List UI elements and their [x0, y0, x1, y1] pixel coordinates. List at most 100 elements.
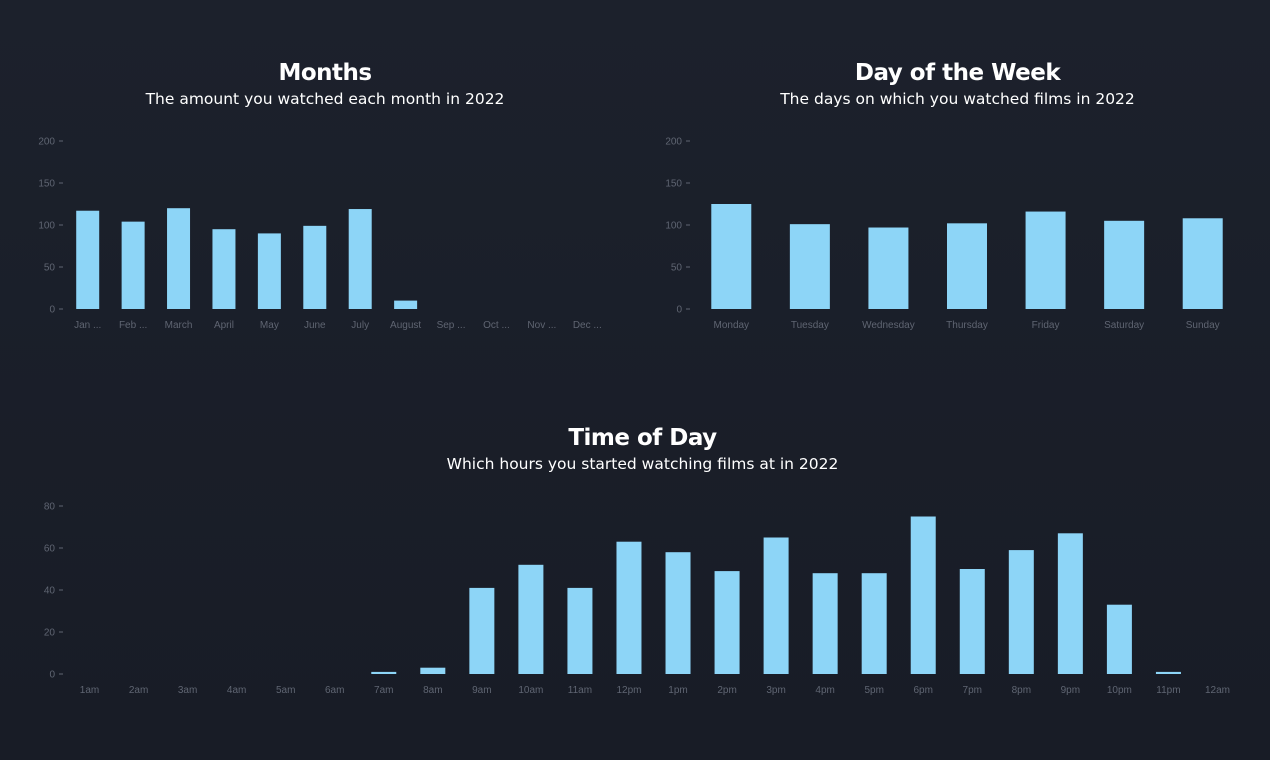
hour-y-tick-label: 20 [44, 628, 56, 639]
hour-bar[interactable] [518, 564, 544, 674]
time-of-day-chart-subtitle: Which hours you started watching films a… [446, 455, 839, 473]
hour-x-tick-label: 2am [129, 685, 148, 696]
hour-y-tick-label: 60 [44, 544, 56, 555]
weekday-x-tick-label: Thursday [946, 320, 988, 331]
months-bar[interactable] [257, 233, 281, 309]
months-bar[interactable] [212, 229, 236, 309]
months-x-tick-label: Jan ... [74, 320, 101, 331]
hour-x-tick-label: 12pm [616, 685, 641, 696]
months-bar[interactable] [394, 300, 418, 309]
hour-y-tick-label: 40 [44, 586, 56, 597]
weekday-x-tick-label: Sunday [1186, 320, 1220, 331]
hour-bar[interactable] [1008, 550, 1034, 674]
months-x-tick-label: Sep ... [437, 320, 466, 331]
hour-bar[interactable] [567, 587, 593, 674]
hour-x-tick-label: 3pm [766, 685, 785, 696]
months-x-tick-label: July [351, 320, 369, 331]
months-bar[interactable] [303, 225, 327, 309]
weekday-bar[interactable] [1025, 211, 1066, 309]
months-x-tick-label: August [390, 320, 421, 331]
weekday-x-tick-label: Tuesday [791, 320, 829, 331]
months-x-tick-label: March [165, 320, 193, 331]
hour-x-tick-label: 10am [518, 685, 543, 696]
months-x-tick-label: April [214, 320, 234, 331]
months-y-tick-label: 150 [38, 179, 55, 190]
months-x-tick-label: Oct ... [483, 320, 510, 331]
months-x-tick-label: Feb ... [119, 320, 147, 331]
hour-x-tick-label: 7pm [963, 685, 982, 696]
hour-x-tick-label: 12am [1205, 685, 1230, 696]
weekday-bar[interactable] [789, 224, 830, 309]
time-of-day-chart-title: Time of Day [568, 425, 717, 451]
weekday-y-tick-label: 100 [665, 221, 682, 232]
months-chart-panel: Months The amount you watched each month… [30, 58, 620, 348]
hour-y-tick-label: 0 [49, 670, 55, 681]
months-y-tick-label: 200 [38, 137, 55, 148]
hour-x-tick-label: 8am [423, 685, 442, 696]
weekday-bar[interactable] [868, 227, 909, 309]
hour-bar[interactable] [714, 571, 740, 674]
hour-x-tick-label: 11pm [1156, 685, 1180, 696]
months-bar[interactable] [76, 210, 100, 309]
hour-x-tick-label: 11am [568, 685, 592, 696]
hour-x-tick-label: 4am [227, 685, 246, 696]
hour-bar[interactable] [1057, 533, 1083, 674]
hour-x-tick-label: 2pm [717, 685, 736, 696]
weekday-x-tick-label: Saturday [1104, 320, 1144, 331]
weekday-chart-subtitle: The days on which you watched films in 2… [780, 90, 1135, 108]
months-bar[interactable] [348, 209, 372, 309]
hour-x-tick-label: 1pm [668, 685, 687, 696]
hour-x-tick-label: 9pm [1061, 685, 1080, 696]
hour-bar[interactable] [1155, 671, 1181, 674]
weekday-bar[interactable] [711, 204, 752, 309]
weekday-y-tick-label: 0 [676, 305, 682, 316]
hour-x-tick-label: 7am [374, 685, 393, 696]
weekday-chart-title: Day of the Week [854, 60, 1061, 86]
weekday-bar[interactable] [1182, 218, 1223, 309]
weekday-x-tick-label: Friday [1032, 320, 1060, 331]
months-y-tick-label: 50 [44, 263, 56, 274]
weekday-x-tick-label: Monday [713, 320, 749, 331]
hour-x-tick-label: 4pm [815, 685, 834, 696]
time-of-day-chart-panel: Time of Day Which hours you started watc… [30, 423, 1255, 713]
hour-x-tick-label: 9am [472, 685, 491, 696]
weekday-chart-panel: Day of the Week The days on which you wa… [660, 58, 1255, 348]
hour-bar[interactable] [616, 541, 642, 674]
months-x-tick-label: Nov ... [527, 320, 556, 331]
weekday-x-tick-label: Wednesday [862, 320, 915, 331]
hour-x-tick-label: 3am [178, 685, 197, 696]
hour-bar[interactable] [371, 671, 397, 674]
months-chart-subtitle: The amount you watched each month in 202… [145, 90, 505, 108]
hour-bar[interactable] [763, 537, 789, 675]
hour-x-tick-label: 5am [276, 685, 295, 696]
months-y-tick-label: 100 [38, 221, 55, 232]
weekday-y-tick-label: 50 [671, 263, 683, 274]
weekday-y-tick-label: 200 [665, 137, 682, 148]
weekday-y-tick-label: 150 [665, 179, 682, 190]
months-x-tick-label: Dec ... [573, 320, 602, 331]
hour-bar[interactable] [959, 569, 985, 674]
months-bar[interactable] [121, 221, 145, 309]
months-x-tick-label: June [304, 320, 326, 331]
weekday-bar[interactable] [947, 223, 987, 309]
months-bar[interactable] [167, 208, 191, 309]
months-chart-title: Months [278, 60, 372, 86]
hour-x-tick-label: 6am [325, 685, 344, 696]
hour-bar[interactable] [812, 573, 838, 674]
hour-bar[interactable] [665, 552, 691, 674]
hour-y-tick-label: 80 [44, 502, 56, 513]
hour-x-tick-label: 1am [80, 685, 99, 696]
hour-bar[interactable] [469, 587, 495, 674]
hour-bar[interactable] [910, 516, 936, 675]
hour-x-tick-label: 5pm [864, 685, 883, 696]
months-y-tick-label: 0 [49, 305, 55, 316]
hour-x-tick-label: 10pm [1107, 685, 1132, 696]
hour-bar[interactable] [420, 667, 446, 674]
hour-x-tick-label: 6pm [914, 685, 933, 696]
hour-bar[interactable] [861, 573, 887, 674]
weekday-bar[interactable] [1104, 220, 1145, 309]
months-x-tick-label: May [260, 320, 279, 331]
hour-x-tick-label: 8pm [1012, 685, 1031, 696]
hour-bar[interactable] [1106, 604, 1132, 674]
